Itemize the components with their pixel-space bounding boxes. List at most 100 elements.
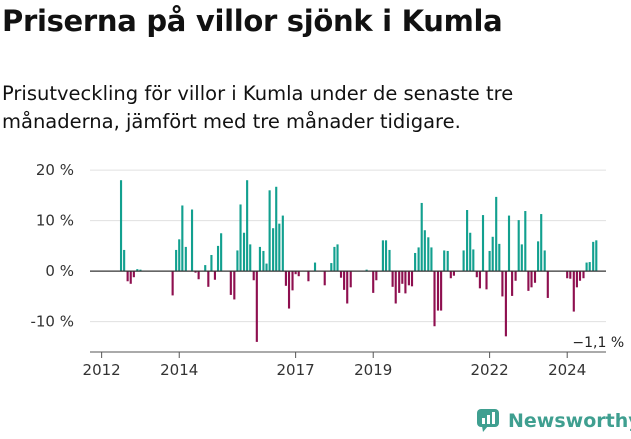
bar	[181, 205, 184, 272]
bar	[517, 220, 520, 272]
bar	[178, 239, 181, 272]
bar	[330, 263, 333, 272]
x-tick-label: 2014	[160, 361, 198, 379]
bar	[417, 247, 420, 272]
x-tick-label: 2012	[83, 361, 121, 379]
bar	[592, 241, 595, 272]
bar	[339, 271, 343, 278]
bar	[372, 271, 375, 293]
bar	[281, 215, 284, 272]
bar	[313, 262, 317, 272]
bar	[582, 271, 585, 279]
bar	[343, 271, 346, 290]
bar	[511, 271, 514, 296]
chart-subtitle: Prisutveckling för villor i Kumla under …	[2, 82, 514, 133]
x-tick-label: 2019	[354, 361, 392, 379]
bar	[210, 254, 213, 272]
x-tick-label: 2017	[277, 361, 315, 379]
bar	[236, 250, 239, 272]
bar	[136, 269, 139, 272]
bar	[469, 232, 472, 272]
bar	[446, 250, 449, 272]
bar	[495, 196, 498, 272]
bar	[252, 271, 255, 281]
bar	[501, 271, 504, 297]
axis-labels: 20 % 10 % 0 % -10 % 2012 2014 2017 2019 2022 2024…	[30, 161, 624, 379]
bar	[530, 271, 533, 288]
bar	[488, 250, 491, 272]
bar	[427, 237, 430, 272]
bar	[420, 202, 423, 272]
bar	[404, 271, 407, 294]
bar	[475, 271, 478, 278]
y-tick-label: 0 %	[45, 262, 74, 280]
bar	[233, 271, 236, 300]
bar	[294, 271, 297, 275]
bar	[275, 186, 278, 272]
bar	[430, 247, 433, 272]
bar	[533, 271, 537, 283]
bar	[524, 211, 527, 272]
bar	[398, 271, 401, 293]
bar	[381, 240, 384, 272]
bar	[375, 271, 378, 281]
bar	[569, 271, 572, 279]
bar	[595, 240, 598, 272]
bar	[139, 269, 142, 272]
bar	[481, 215, 485, 272]
bar	[239, 204, 242, 272]
bar	[401, 271, 404, 284]
bar	[537, 241, 540, 272]
bar	[384, 240, 388, 272]
bar	[507, 215, 511, 272]
latest-value-annotation: −1,1 %	[572, 335, 624, 351]
bar	[365, 269, 368, 272]
bars	[119, 180, 598, 342]
bar	[394, 271, 397, 304]
bar	[452, 271, 455, 276]
bar	[433, 271, 436, 327]
chart-title: Priserna på villor sjönk i Kumla	[2, 4, 503, 38]
bar	[262, 250, 265, 272]
bar	[246, 180, 249, 272]
newsworthy-logo: Newsworthy	[476, 408, 631, 434]
bar	[336, 244, 339, 272]
bar	[423, 230, 426, 272]
bar	[126, 271, 129, 282]
bar	[514, 271, 517, 281]
x-tick-label: 2024	[548, 361, 586, 379]
bar	[498, 243, 501, 272]
bar	[284, 271, 287, 286]
bar	[491, 236, 494, 272]
bar	[123, 249, 126, 272]
bar	[307, 271, 310, 282]
bar	[197, 271, 200, 280]
bar	[333, 246, 336, 272]
bar	[207, 271, 210, 287]
y-tick-label: -10 %	[30, 313, 74, 331]
brand-name: Newsworthy	[508, 410, 631, 432]
bar	[520, 244, 523, 272]
bar	[346, 271, 349, 304]
bar	[216, 245, 220, 272]
y-tick-label: 20 %	[36, 161, 74, 179]
bar	[249, 244, 252, 272]
bar	[472, 249, 475, 272]
bar	[175, 249, 178, 272]
bar	[391, 271, 394, 287]
bar	[171, 271, 174, 296]
gridlines	[90, 169, 606, 323]
bar	[268, 190, 271, 272]
bar	[585, 262, 588, 272]
bar	[255, 271, 258, 342]
bar	[527, 271, 530, 291]
bar	[440, 271, 443, 311]
bar	[132, 271, 135, 278]
bar	[323, 271, 326, 286]
bar	[449, 271, 452, 279]
bar	[466, 210, 469, 272]
bar	[504, 271, 507, 337]
bar	[566, 271, 569, 279]
bar	[540, 214, 543, 272]
